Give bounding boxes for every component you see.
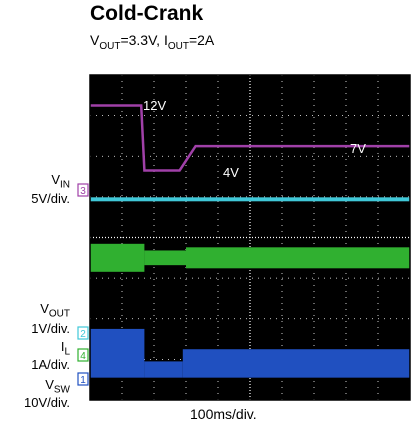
il-trace-segment — [144, 250, 186, 265]
vsw-trace-segment — [183, 349, 410, 377]
annotation-4V: 4V — [223, 165, 239, 180]
vout-trace — [90, 197, 410, 201]
vsw-trace-segment — [144, 361, 182, 377]
il-trace-segment — [90, 244, 144, 272]
il-trace-segment — [186, 247, 410, 268]
annotation-12V: 12V — [143, 98, 166, 113]
channel-marker-text: 3 — [80, 186, 86, 197]
channel-marker-text: 1 — [80, 375, 86, 386]
vsw-trace-segment — [90, 329, 144, 378]
channel-marker-text: 2 — [80, 329, 86, 340]
annotation-7V: 7V — [350, 141, 366, 156]
channel-marker-text: 4 — [80, 351, 86, 362]
